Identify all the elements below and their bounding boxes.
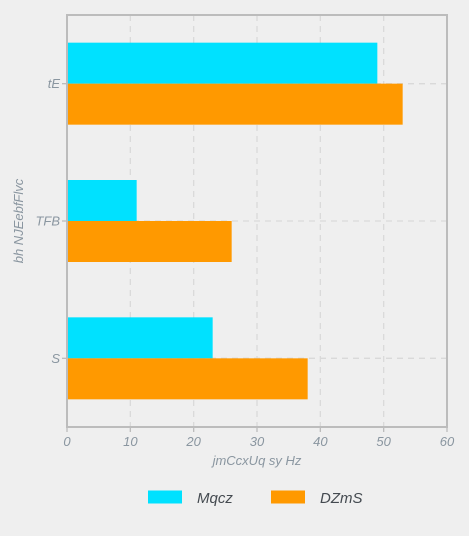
x-tick-label: 60	[440, 434, 455, 449]
legend-item-DZmS[interactable]: DZmS	[271, 490, 363, 507]
y-tick-label: TFB	[35, 214, 60, 229]
x-tick-label: 40	[313, 434, 328, 449]
x-tick-label: 20	[185, 434, 201, 449]
x-tick-label: 50	[376, 434, 391, 449]
legend-swatch	[271, 490, 305, 504]
x-tick-label: 30	[250, 434, 265, 449]
bar-DZmS-TFB	[67, 221, 232, 262]
y-axis-ticks: tE TFB S	[35, 76, 67, 366]
legend-swatch	[148, 490, 182, 504]
bar-Mqcz-TFB	[67, 180, 137, 221]
bar-DZmS-tE	[67, 83, 403, 125]
x-tick-label: 0	[63, 434, 71, 449]
x-axis-ticks: 0 10 20 30 40 50 60	[63, 427, 455, 449]
y-tick-label: S	[51, 351, 60, 366]
bars	[67, 42, 403, 400]
y-axis-label: bh NJEebfFlvc	[11, 178, 26, 263]
legend-label: DZmS	[320, 490, 363, 507]
legend[interactable]: Mqcz DZmS	[148, 490, 363, 507]
x-tick-label: 10	[123, 434, 138, 449]
y-tick-label: tE	[48, 76, 61, 91]
bar-DZmS-S	[67, 358, 308, 400]
legend-item-Mqcz[interactable]: Mqcz	[148, 490, 233, 507]
x-axis-label: jmCcxUq sy Hz	[211, 453, 302, 468]
bar-Mqcz-tE	[67, 42, 378, 84]
bar-Mqcz-S	[67, 317, 213, 359]
legend-label: Mqcz	[197, 490, 233, 507]
